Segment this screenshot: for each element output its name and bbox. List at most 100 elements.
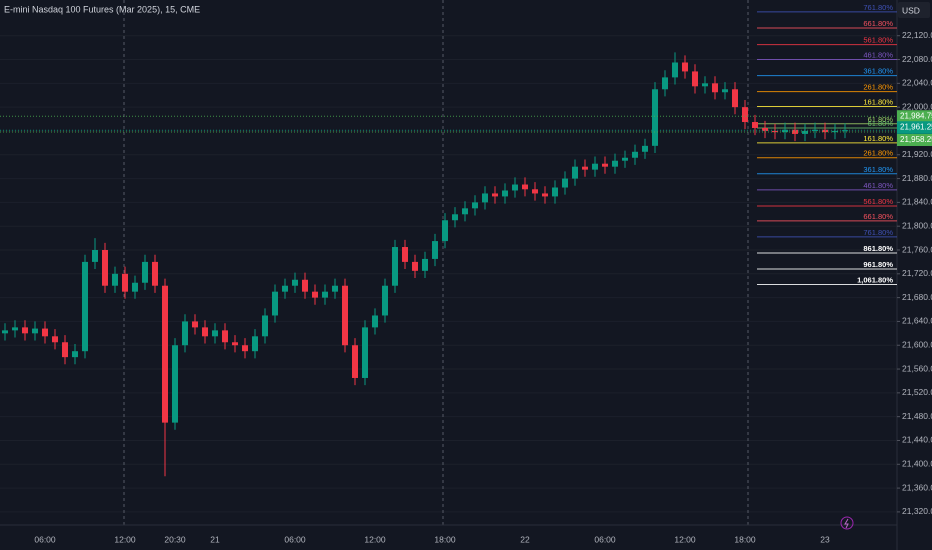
- y-tick-label: 21,920.00: [902, 149, 932, 159]
- candle-body: [222, 330, 228, 343]
- candle-body: [522, 184, 528, 190]
- y-tick-label: 21,800.00: [902, 220, 932, 230]
- currency[interactable]: USD: [902, 5, 920, 15]
- candle-body: [692, 71, 698, 87]
- x-tick-label: 21: [210, 534, 220, 544]
- y-tick-label: 22,120.00: [902, 30, 932, 40]
- fib-label: 361.80%: [863, 165, 893, 174]
- candle-body: [322, 291, 328, 298]
- price-label: 21,958.25: [900, 135, 932, 144]
- candle-body: [782, 129, 788, 133]
- candle-body: [142, 261, 148, 283]
- candle-body: [22, 327, 28, 334]
- candle-body: [452, 214, 458, 221]
- candle-body: [572, 166, 578, 179]
- candle-body: [462, 208, 468, 215]
- candle-body: [282, 285, 288, 292]
- fib-label: 461.80%: [863, 181, 893, 190]
- candle-body: [622, 157, 628, 161]
- price-label-box: [897, 121, 932, 134]
- candle-body: [412, 261, 418, 271]
- candle-body: [372, 315, 378, 328]
- candle-body: [152, 261, 158, 286]
- candle-body: [822, 129, 828, 133]
- candle-body: [182, 321, 188, 346]
- fib-label: 461.80%: [863, 51, 893, 60]
- fib-label: 661.80%: [863, 19, 893, 28]
- alert-icon[interactable]: [840, 516, 854, 530]
- fib-label: 161.80%: [863, 134, 893, 143]
- currency-box[interactable]: [898, 2, 930, 18]
- candle-body: [352, 345, 358, 378]
- candle-body: [332, 285, 338, 292]
- price-label-box: [897, 110, 932, 123]
- price-label: 21,961.25: [900, 122, 932, 131]
- candle-body: [592, 163, 598, 170]
- candle-body: [382, 285, 388, 316]
- y-tick-label: 21,840.00: [902, 197, 932, 207]
- candle-body: [112, 273, 118, 286]
- candle-body: [192, 321, 198, 328]
- candle-body: [582, 166, 588, 170]
- y-tick-label: 21,320.00: [902, 506, 932, 516]
- candle-body: [652, 89, 658, 146]
- candle-body: [252, 336, 258, 352]
- x-tick-label: 12:00: [114, 534, 136, 544]
- fib-label: 261.80%: [863, 83, 893, 92]
- candle-body: [662, 77, 668, 90]
- fib-label: 61.80%: [868, 115, 894, 124]
- candle-body: [422, 258, 428, 271]
- candle-body: [32, 328, 38, 334]
- candle-body: [272, 291, 278, 316]
- fib-label: 561.80%: [863, 197, 893, 206]
- x-tick-label: 06:00: [594, 534, 616, 544]
- candle-body: [442, 220, 448, 242]
- candle-body: [472, 202, 478, 209]
- candle-body: [642, 145, 648, 152]
- candle-body: [12, 327, 18, 331]
- candle-body: [702, 83, 708, 87]
- candle-body: [672, 62, 678, 78]
- candle-body: [202, 327, 208, 337]
- candle-body: [402, 247, 408, 262]
- candle-body: [242, 345, 248, 352]
- candle-body: [82, 261, 88, 352]
- candle-body: [162, 285, 168, 423]
- candle-body: [102, 250, 108, 286]
- fib-label: 61.80%: [868, 119, 894, 128]
- price-label-box: [897, 133, 932, 146]
- candle-body: [732, 89, 738, 108]
- candle-body: [812, 129, 818, 131]
- candle-body: [612, 160, 618, 167]
- x-tick-label: 06:00: [34, 534, 56, 544]
- candle-body: [632, 151, 638, 158]
- candle-body: [172, 345, 178, 423]
- fib-label: 561.80%: [863, 36, 893, 45]
- candle-body: [502, 190, 508, 197]
- x-tick-label: 18:00: [434, 534, 456, 544]
- y-tick-label: 21,520.00: [902, 387, 932, 397]
- candle-body: [562, 178, 568, 188]
- candle-body: [432, 241, 438, 259]
- candle-body: [92, 250, 98, 262]
- fib-label: 161.80%: [863, 98, 893, 107]
- candle-body: [312, 291, 318, 298]
- x-tick-label: 18:00: [734, 534, 756, 544]
- x-tick-label: 20:30: [164, 534, 186, 544]
- candle-body: [492, 193, 498, 197]
- y-tick-label: 21,760.00: [902, 244, 932, 254]
- fib-label: 761.80%: [863, 3, 893, 12]
- y-tick-label: 21,640.00: [902, 316, 932, 326]
- x-tick-label: 06:00: [284, 534, 306, 544]
- y-tick-label: 21,720.00: [902, 268, 932, 278]
- candle-body: [682, 62, 688, 72]
- y-tick-label: 21,880.00: [902, 173, 932, 183]
- y-tick-label: 21,360.00: [902, 482, 932, 492]
- candle-body: [62, 342, 68, 358]
- x-tick-label: 12:00: [674, 534, 696, 544]
- alert-bolt[interactable]: [844, 518, 849, 529]
- candle-body: [722, 89, 728, 93]
